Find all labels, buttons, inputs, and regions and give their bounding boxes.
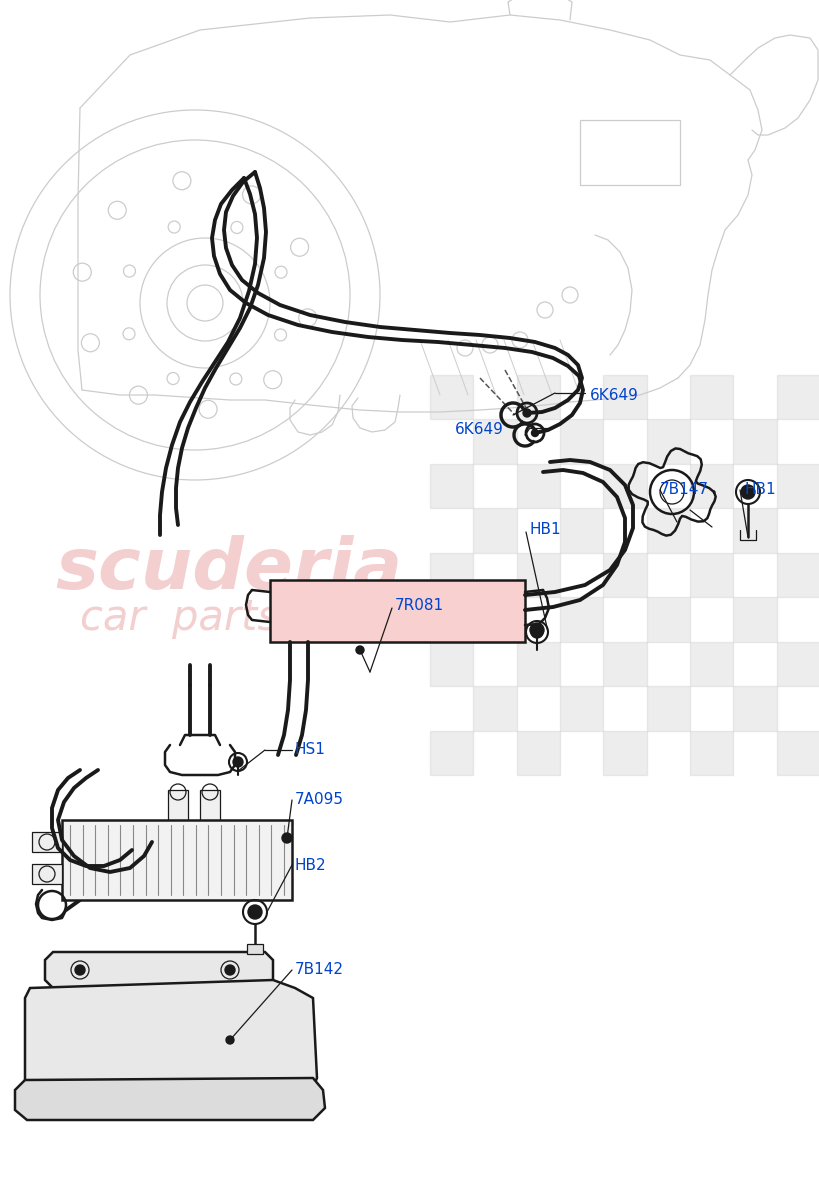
Circle shape — [529, 623, 543, 637]
Bar — [646, 420, 689, 464]
Circle shape — [531, 430, 538, 437]
Bar — [62, 820, 292, 900]
Polygon shape — [25, 980, 317, 1105]
Text: 6K649: 6K649 — [590, 388, 638, 402]
Polygon shape — [15, 1078, 324, 1120]
Bar — [247, 944, 263, 954]
Bar — [689, 464, 732, 509]
Bar — [516, 374, 559, 420]
Bar — [646, 509, 689, 553]
Bar — [429, 553, 473, 598]
Bar — [776, 464, 819, 509]
Circle shape — [355, 646, 364, 654]
Bar — [559, 420, 603, 464]
Bar — [646, 686, 689, 731]
Bar — [473, 509, 516, 553]
Bar — [689, 731, 732, 775]
Bar — [776, 731, 819, 775]
Text: 7B142: 7B142 — [295, 962, 344, 978]
Circle shape — [224, 965, 235, 974]
Text: HB1: HB1 — [744, 482, 776, 498]
Bar — [473, 686, 516, 731]
Text: HB2: HB2 — [295, 858, 326, 872]
Bar — [732, 509, 776, 553]
Bar — [603, 374, 646, 420]
Circle shape — [247, 905, 262, 919]
Bar — [732, 420, 776, 464]
Circle shape — [523, 409, 531, 416]
Polygon shape — [45, 952, 273, 988]
Bar — [516, 553, 559, 598]
Circle shape — [226, 1036, 233, 1044]
Circle shape — [282, 833, 292, 842]
Bar — [473, 420, 516, 464]
Bar — [603, 731, 646, 775]
Bar — [776, 374, 819, 420]
Bar — [559, 686, 603, 731]
Bar — [429, 464, 473, 509]
Bar — [559, 598, 603, 642]
Bar — [689, 553, 732, 598]
Bar — [473, 598, 516, 642]
Bar — [776, 553, 819, 598]
Bar — [429, 642, 473, 686]
Bar — [579, 120, 679, 185]
Bar — [732, 598, 776, 642]
Text: HS1: HS1 — [295, 743, 325, 757]
Text: 7A095: 7A095 — [295, 792, 344, 808]
Text: car  parts: car parts — [80, 596, 278, 638]
Bar — [32, 864, 62, 884]
Bar — [32, 832, 62, 852]
Bar — [516, 731, 559, 775]
Bar — [429, 731, 473, 775]
Bar — [429, 374, 473, 420]
Bar — [603, 642, 646, 686]
Bar — [559, 509, 603, 553]
Bar — [168, 790, 188, 826]
Text: 7B147: 7B147 — [659, 482, 708, 498]
Text: 7R081: 7R081 — [395, 598, 444, 612]
Circle shape — [740, 485, 754, 499]
Text: 6K649: 6K649 — [455, 422, 503, 438]
Bar — [516, 464, 559, 509]
Bar — [689, 374, 732, 420]
Bar — [732, 686, 776, 731]
Bar — [516, 642, 559, 686]
Circle shape — [233, 757, 242, 767]
Circle shape — [75, 965, 85, 974]
Circle shape — [531, 626, 542, 638]
Bar — [269, 580, 524, 642]
Bar — [646, 598, 689, 642]
Text: scuderia: scuderia — [55, 535, 401, 605]
Bar — [603, 553, 646, 598]
Bar — [689, 642, 732, 686]
Text: HB1: HB1 — [529, 522, 561, 538]
Bar — [776, 642, 819, 686]
Bar — [200, 790, 219, 826]
Bar — [603, 464, 646, 509]
